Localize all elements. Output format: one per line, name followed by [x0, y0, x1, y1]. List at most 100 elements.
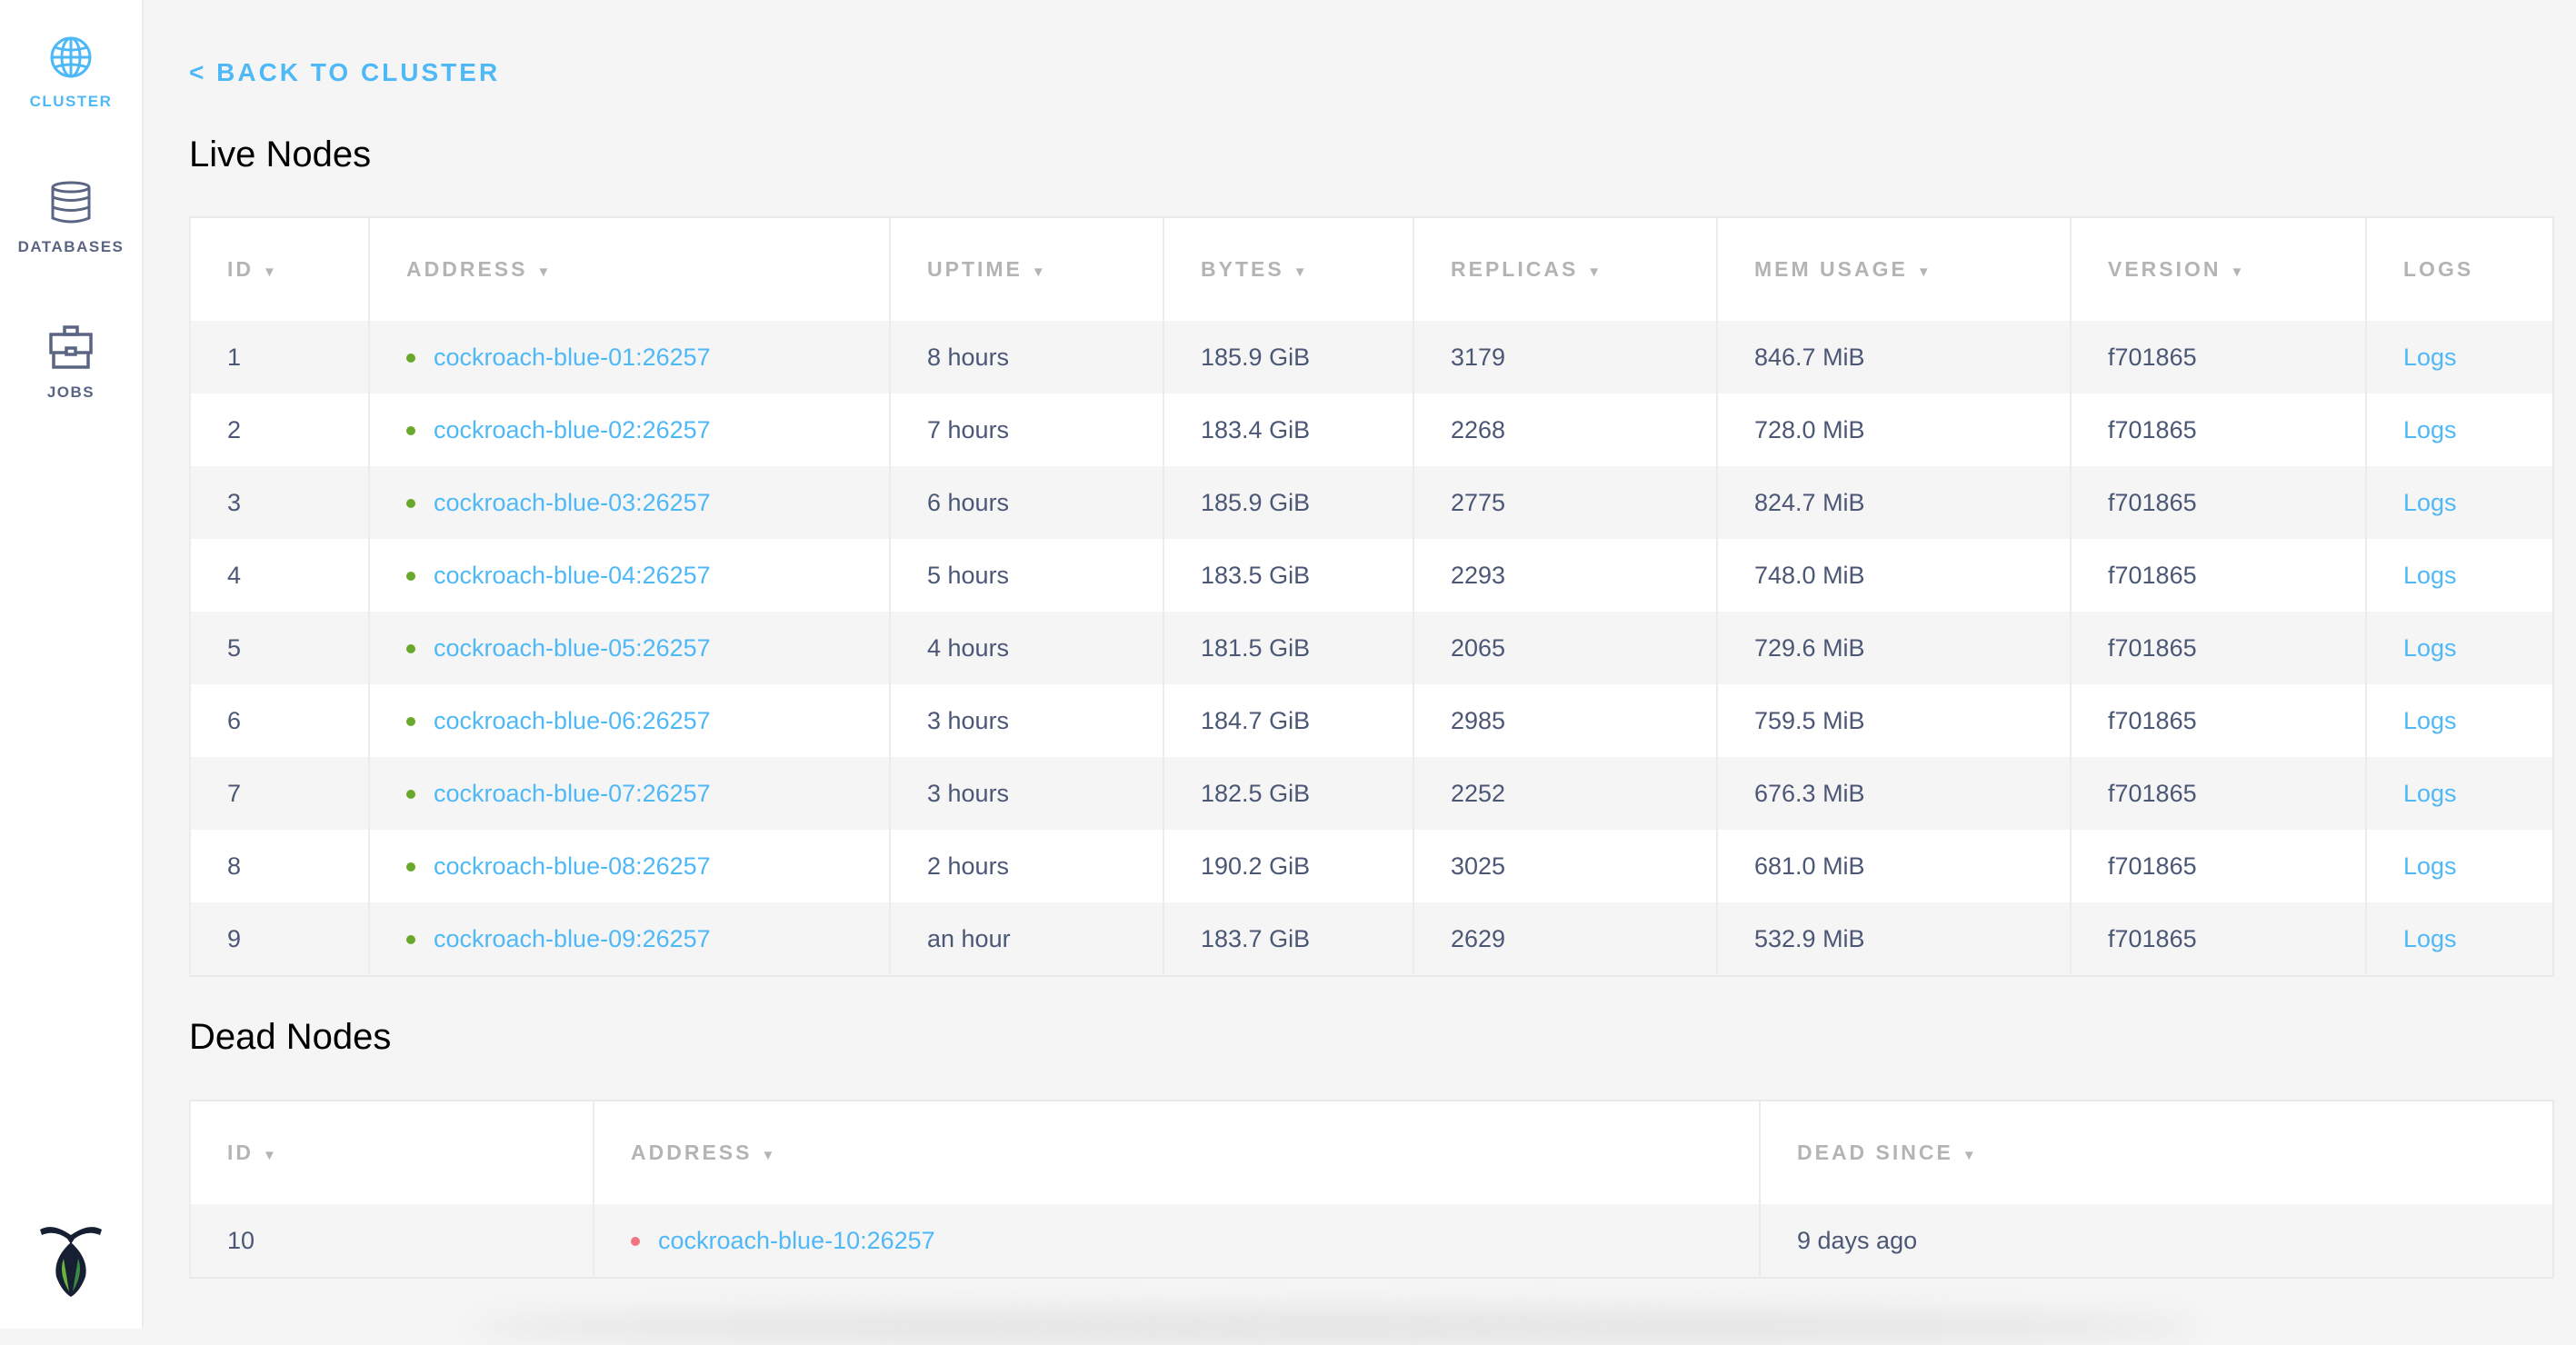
sort-caret-icon: ▼ [1916, 264, 1933, 280]
logs-link[interactable]: Logs [2403, 415, 2457, 443]
node-id: 7 [227, 779, 242, 807]
version: f701865 [2108, 343, 2197, 371]
dead-since: 9 days ago [1797, 1226, 1918, 1254]
column-header-version[interactable]: VERSION ▼ [2070, 217, 2366, 321]
sort-caret-icon: ▼ [263, 1148, 279, 1163]
table-row: 3 cockroach-blue-03:26257 6 hours 185.9 GiB… [189, 466, 2553, 539]
replicas: 2293 [1451, 561, 1506, 589]
logs-link-cell: Logs [2365, 466, 2553, 539]
logs-link[interactable]: Logs [2403, 343, 2457, 371]
mem-usage-cell: 824.7 MiB [1716, 466, 2071, 539]
node-id-cell: 8 [189, 830, 369, 902]
logs-link-cell: Logs [2365, 830, 2553, 902]
replicas-cell: 2293 [1413, 539, 1717, 612]
node-address-link[interactable]: cockroach-blue-02:26257 [434, 415, 711, 443]
logs-link[interactable]: Logs [2403, 488, 2457, 516]
column-header-label: UPTIME [927, 257, 1023, 281]
sidebar-item-label: DATABASES [17, 238, 125, 255]
column-header-mem-usage[interactable]: MEM USAGE ▼ [1716, 217, 2071, 321]
mem-usage-cell: 846.7 MiB [1716, 321, 2071, 394]
version-cell: f701865 [2070, 394, 2366, 466]
uptime-cell: an hour [889, 902, 1163, 976]
uptime: 3 hours [927, 706, 1010, 734]
bytes: 183.4 GiB [1201, 415, 1311, 443]
mem-usage: 824.7 MiB [1754, 488, 1865, 516]
node-address-link[interactable]: cockroach-blue-01:26257 [434, 343, 711, 371]
sidebar-item-label: CLUSTER [29, 93, 113, 110]
table-row: 7 cockroach-blue-07:26257 3 hours 182.5 GiB… [189, 757, 2553, 830]
node-address-link[interactable]: cockroach-blue-03:26257 [434, 488, 711, 516]
node-address-link[interactable]: cockroach-blue-08:26257 [434, 852, 711, 880]
logs-link[interactable]: Logs [2403, 924, 2457, 952]
mem-usage-cell: 748.0 MiB [1716, 539, 2071, 612]
status-dot-icon [406, 354, 415, 364]
column-header-bytes[interactable]: BYTES ▼ [1163, 217, 1413, 321]
table-row: 9 cockroach-blue-09:26257 an hour 183.7 GiB… [189, 902, 2553, 976]
mem-usage: 532.9 MiB [1754, 924, 1865, 952]
back-to-cluster-link[interactable]: < BACK TO CLUSTER [189, 58, 501, 86]
node-address-link[interactable]: cockroach-blue-07:26257 [434, 779, 711, 807]
bytes: 185.9 GiB [1201, 488, 1311, 516]
mem-usage-cell: 728.0 MiB [1716, 394, 2071, 466]
bytes: 182.5 GiB [1201, 779, 1311, 807]
uptime: 5 hours [927, 561, 1010, 589]
version: f701865 [2108, 852, 2197, 880]
bytes: 183.5 GiB [1201, 561, 1311, 589]
column-header-address[interactable]: ADDRESS ▼ [368, 217, 890, 321]
column-header-label: ID [227, 257, 254, 281]
node-id: 4 [227, 561, 242, 589]
logs-link[interactable]: Logs [2403, 852, 2457, 880]
replicas-cell: 2629 [1413, 902, 1717, 976]
logs-link[interactable]: Logs [2403, 633, 2457, 662]
uptime: 7 hours [927, 415, 1010, 443]
sidebar-item-cluster[interactable]: CLUSTER [0, 35, 142, 111]
logs-link[interactable]: Logs [2403, 706, 2457, 734]
status-dot-icon [406, 717, 415, 727]
mem-usage: 681.0 MiB [1754, 852, 1865, 880]
uptime: an hour [927, 924, 1011, 952]
sidebar-item-jobs[interactable]: JOBS [0, 325, 142, 402]
cockroach-logo-icon [40, 1227, 102, 1297]
replicas-cell: 2985 [1413, 684, 1717, 757]
uptime-cell: 7 hours [889, 394, 1163, 466]
node-address-link-cell: cockroach-blue-09:26257 [368, 902, 890, 976]
node-address-link[interactable]: cockroach-blue-04:26257 [434, 561, 711, 589]
node-id-cell: 4 [189, 539, 369, 612]
replicas: 2629 [1451, 924, 1506, 952]
logs-link-cell: Logs [2365, 612, 2553, 684]
node-address-link-cell: cockroach-blue-02:26257 [368, 394, 890, 466]
column-header-replicas[interactable]: REPLICAS ▼ [1413, 217, 1717, 321]
bytes-cell: 184.7 GiB [1163, 684, 1413, 757]
version: f701865 [2108, 706, 2197, 734]
mem-usage: 846.7 MiB [1754, 343, 1865, 371]
bytes-cell: 183.5 GiB [1163, 539, 1413, 612]
column-header-dead-since[interactable]: DEAD SINCE ▼ [1759, 1101, 2553, 1204]
version: f701865 [2108, 633, 2197, 662]
mem-usage-cell: 729.6 MiB [1716, 612, 2071, 684]
sidebar-item-databases[interactable]: DATABASES [0, 180, 142, 256]
replicas-cell: 3025 [1413, 830, 1717, 902]
bytes-cell: 183.7 GiB [1163, 902, 1413, 976]
column-header-id[interactable]: ID ▼ [189, 1101, 594, 1204]
node-address-link-cell: cockroach-blue-03:26257 [368, 466, 890, 539]
bytes-cell: 183.4 GiB [1163, 394, 1413, 466]
live-nodes-table: ID ▼ ADDRESS ▼ UPTIME ▼ BYTES ▼ REPLICAS ▼ MEM USA… [189, 216, 2554, 977]
mem-usage: 729.6 MiB [1754, 633, 1865, 662]
column-header-address[interactable]: ADDRESS ▼ [593, 1101, 1760, 1204]
bytes: 190.2 GiB [1201, 852, 1311, 880]
database-icon [51, 181, 91, 224]
node-address-link[interactable]: cockroach-blue-06:26257 [434, 706, 711, 734]
column-header-id[interactable]: ID ▼ [189, 217, 369, 321]
uptime-cell: 8 hours [889, 321, 1163, 394]
logs-link[interactable]: Logs [2403, 779, 2457, 807]
sort-caret-icon: ▼ [536, 264, 554, 280]
node-address-link[interactable]: cockroach-blue-05:26257 [434, 633, 711, 662]
column-header-uptime[interactable]: UPTIME ▼ [889, 217, 1163, 321]
node-address-link[interactable]: cockroach-blue-10:26257 [658, 1226, 935, 1254]
replicas-cell: 2268 [1413, 394, 1717, 466]
status-dot-icon [406, 499, 415, 509]
replicas: 2065 [1451, 633, 1506, 662]
logs-link[interactable]: Logs [2403, 561, 2457, 589]
node-address-link[interactable]: cockroach-blue-09:26257 [434, 924, 711, 952]
version-cell: f701865 [2070, 757, 2366, 830]
